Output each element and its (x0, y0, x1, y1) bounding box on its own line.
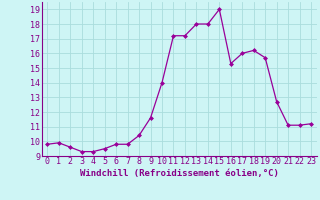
X-axis label: Windchill (Refroidissement éolien,°C): Windchill (Refroidissement éolien,°C) (80, 169, 279, 178)
